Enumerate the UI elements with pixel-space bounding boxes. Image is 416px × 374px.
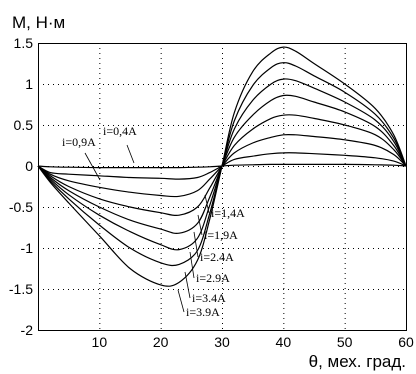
y-tick-label: -2: [21, 322, 34, 338]
x-axis-label: θ, мех. град.: [309, 352, 406, 371]
y-tick-label: 1.5: [14, 35, 34, 51]
y-tick-label: -0.5: [9, 199, 33, 215]
series-label-4: i=2.4A: [200, 250, 234, 264]
y-tick-label: 0: [25, 158, 33, 174]
series-label-7: i=3.9A: [186, 305, 220, 319]
x-tick-label: 10: [92, 334, 108, 350]
x-tick-label: 60: [398, 334, 414, 350]
series-line-3: [37, 114, 407, 217]
series-leader-3: [197, 214, 203, 236]
series-label-0: i=0,4A: [103, 124, 137, 138]
y-tick-label: -1.5: [9, 281, 33, 297]
series-leader-6: [184, 271, 191, 299]
series-leader-2: [204, 194, 210, 214]
series-line-7: [37, 46, 407, 287]
series-line-0: [37, 163, 407, 169]
series-leader-5: [189, 251, 195, 279]
y-axis-label: M, Н·м: [12, 13, 65, 32]
series-line-5: [37, 78, 407, 251]
series-line-2: [37, 133, 407, 198]
series-labels: i=0,4A i=0,9A i=1,4A i=1,9A i=2.4A i=2.9A i=3.…: [62, 124, 245, 319]
x-tick-label: 50: [337, 334, 353, 350]
series-leader-7: [177, 289, 185, 313]
series-label-3: i=1,9A: [204, 228, 238, 242]
x-tick-label: 40: [276, 334, 292, 350]
x-tick-label: 20: [153, 334, 169, 350]
series-curves: [37, 46, 407, 287]
series-label-5: i=2.9A: [196, 271, 230, 285]
y-tick-label: 1: [25, 76, 33, 92]
series-label-2: i=1,4A: [211, 206, 245, 220]
y-tick-label: 0.5: [14, 117, 34, 133]
x-tick-label: 30: [214, 334, 230, 350]
series-label-6: i=3.4A: [192, 291, 226, 305]
series-leader-4: [193, 231, 199, 258]
series-line-6: [37, 62, 407, 267]
tick-labels: 10 20 30 40 50 60 1.5 1 0.5 0 -0.5 -1 -1.5 -2: [9, 35, 414, 350]
series-leader-1: [84, 152, 101, 181]
plot-frame: [38, 43, 407, 331]
y-tick-label: -1: [21, 240, 34, 256]
series-label-1: i=0,9A: [62, 135, 96, 149]
series-line-4: [37, 94, 407, 235]
series-line-1: [37, 152, 407, 180]
series-leader-0: [126, 144, 135, 164]
